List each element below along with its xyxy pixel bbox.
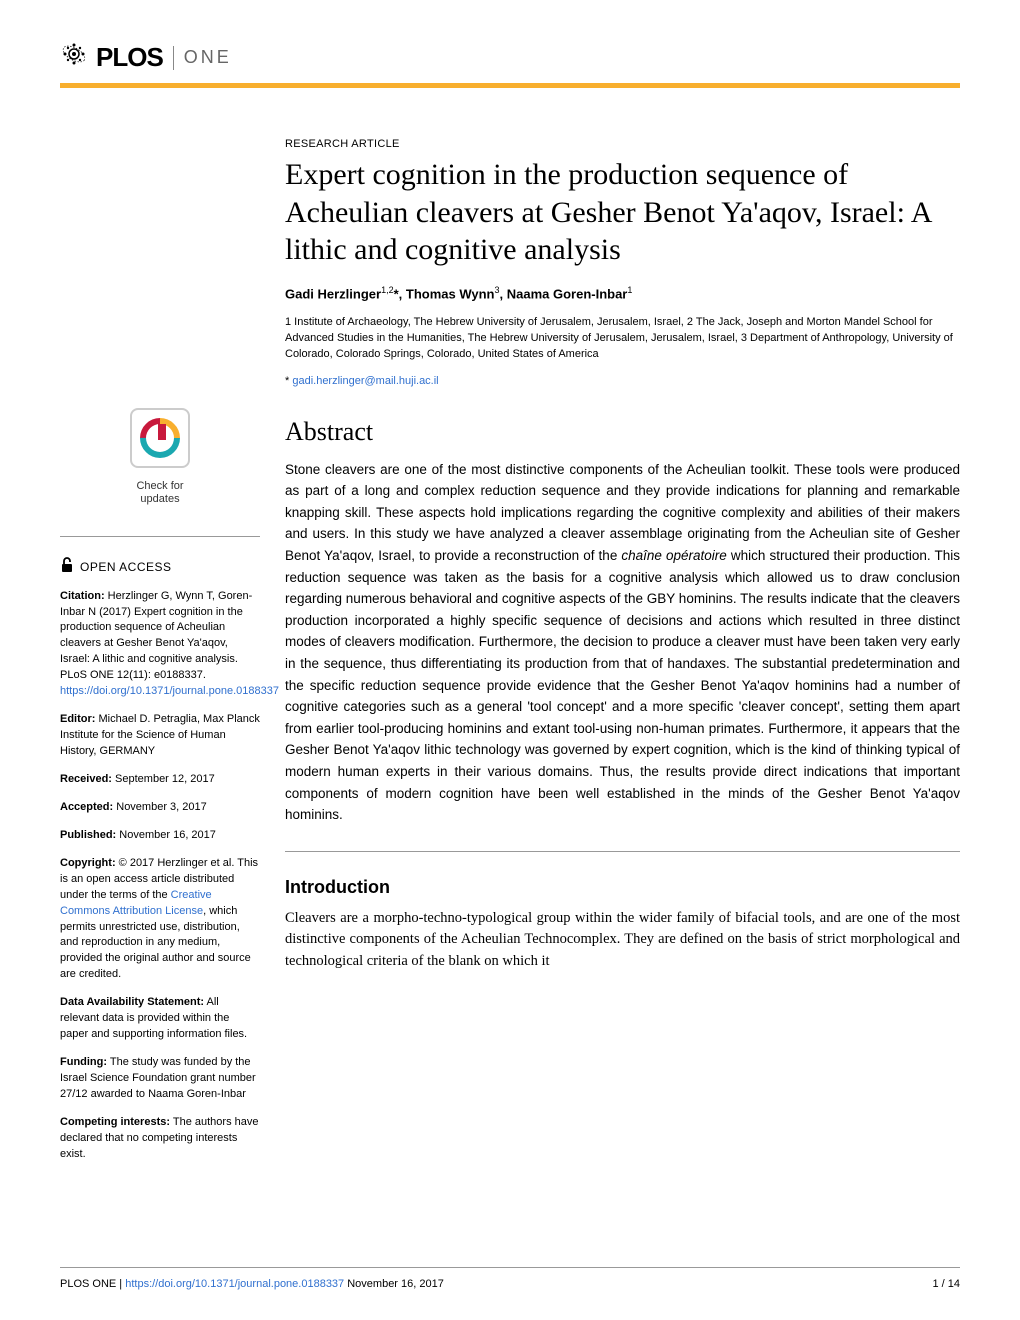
competing-block: Competing interests: The authors have de… xyxy=(60,1115,260,1163)
main-divider xyxy=(285,851,960,852)
open-access-badge: OPEN ACCESS xyxy=(60,557,260,578)
sidebar-divider xyxy=(60,536,260,537)
footer-journal: PLOS ONE | xyxy=(60,1278,125,1290)
authors: Gadi Herzlinger1,2*, Thomas Wynn3, Naama… xyxy=(285,285,960,301)
copyright-block: Copyright: © 2017 Herzlinger et al. This… xyxy=(60,856,260,984)
accent-bar xyxy=(60,83,960,88)
plos-logo: PLOS xyxy=(60,40,163,75)
main-content: RESEARCH ARTICLE Expert cognition in the… xyxy=(285,138,960,1175)
correspondence: * gadi.herzlinger@mail.huji.ac.il xyxy=(285,375,960,387)
footer-doi-link[interactable]: https://doi.org/10.1371/journal.pone.018… xyxy=(125,1278,344,1290)
affiliations: 1 Institute of Archaeology, The Hebrew U… xyxy=(285,315,960,363)
abstract-heading: Abstract xyxy=(285,417,960,447)
correspondence-email-link[interactable]: gadi.herzlinger@mail.huji.ac.il xyxy=(292,375,438,387)
open-access-text: OPEN ACCESS xyxy=(80,559,172,576)
introduction-text: Cleavers are a morpho-techno-typological… xyxy=(285,908,960,973)
funding-block: Funding: The study was funded by the Isr… xyxy=(60,1055,260,1103)
brand-sub: ONE xyxy=(184,47,232,68)
published-block: Published: November 16, 2017 xyxy=(60,828,260,844)
sidebar: Check for updates OPEN ACCESS Citation: … xyxy=(60,138,260,1175)
abstract-text: Stone cleavers are one of the most disti… xyxy=(285,459,960,826)
plos-logo-icon xyxy=(60,40,88,75)
brand-divider xyxy=(173,46,174,70)
check-updates-icon xyxy=(130,408,190,468)
accepted-block: Accepted: November 3, 2017 xyxy=(60,800,260,816)
data-availability-block: Data Availability Statement: All relevan… xyxy=(60,995,260,1043)
editor-block: Editor: Michael D. Petraglia, Max Planck… xyxy=(60,712,260,760)
introduction-heading: Introduction xyxy=(285,877,960,898)
unlock-icon xyxy=(60,557,74,578)
page-footer: PLOS ONE | https://doi.org/10.1371/journ… xyxy=(60,1267,960,1290)
doi-link[interactable]: https://doi.org/10.1371/journal.pone.018… xyxy=(60,685,279,697)
check-updates-widget[interactable]: Check for updates xyxy=(60,408,260,506)
footer-date: November 16, 2017 xyxy=(344,1278,444,1290)
received-block: Received: September 12, 2017 xyxy=(60,772,260,788)
citation-block: Citation: Herzlinger G, Wynn T, Goren-In… xyxy=(60,589,260,701)
page-number: 1 / 14 xyxy=(932,1278,960,1290)
article-title: Expert cognition in the production seque… xyxy=(285,156,960,269)
check-updates-label: Check for updates xyxy=(60,480,260,506)
article-type: RESEARCH ARTICLE xyxy=(285,138,960,150)
page-header: PLOS ONE xyxy=(60,40,960,75)
brand-main: PLOS xyxy=(96,42,163,73)
